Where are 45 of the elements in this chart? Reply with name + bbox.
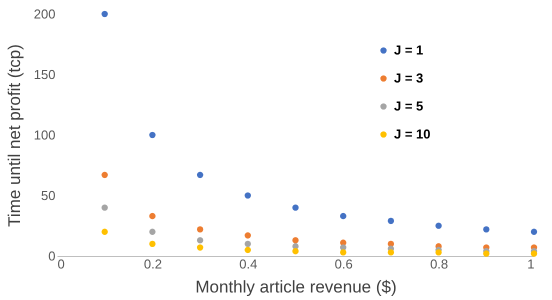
y-tick-label: 150	[34, 67, 56, 82]
point	[149, 132, 156, 138]
x-tick-label: 0.6	[334, 256, 353, 272]
point	[102, 204, 108, 211]
point	[244, 246, 251, 254]
legend-label: J = 10	[394, 126, 431, 142]
point	[483, 226, 490, 233]
point	[149, 228, 156, 235]
point	[435, 222, 442, 229]
x-tick-label: 0.8	[430, 256, 448, 272]
point	[244, 232, 251, 239]
point	[292, 248, 299, 254]
point	[244, 192, 251, 199]
point	[292, 204, 299, 211]
x-axis-title: Monthly article revenue ($)	[195, 278, 397, 296]
point	[244, 240, 251, 248]
y-axis-title: Time until net profit (tcp)	[4, 44, 24, 227]
point	[340, 249, 346, 256]
point	[102, 228, 108, 235]
point	[530, 228, 538, 235]
x-tick-label: 0.4	[239, 256, 258, 272]
x-tick-label: 1	[527, 256, 534, 272]
point	[196, 244, 204, 251]
x-tick-label: 0	[58, 256, 65, 272]
point	[388, 218, 394, 224]
point	[530, 250, 538, 257]
legend-label: J = 3	[394, 70, 424, 86]
point	[388, 249, 394, 256]
point	[102, 10, 108, 18]
point	[149, 212, 156, 220]
y-tick-label: 200	[34, 6, 56, 22]
y-tick-label: 50	[41, 188, 56, 203]
point	[292, 237, 299, 244]
point	[196, 237, 204, 244]
legend-label: J = 5	[394, 98, 424, 114]
point	[102, 172, 108, 178]
point	[340, 212, 346, 220]
point	[196, 226, 204, 233]
point	[483, 250, 490, 257]
y-tick-label: 100	[34, 128, 56, 142]
point	[435, 249, 442, 256]
legend-label: J = 1	[394, 42, 424, 58]
point	[196, 172, 204, 178]
x-tick-label: 0.2	[144, 256, 162, 272]
point	[149, 240, 156, 248]
